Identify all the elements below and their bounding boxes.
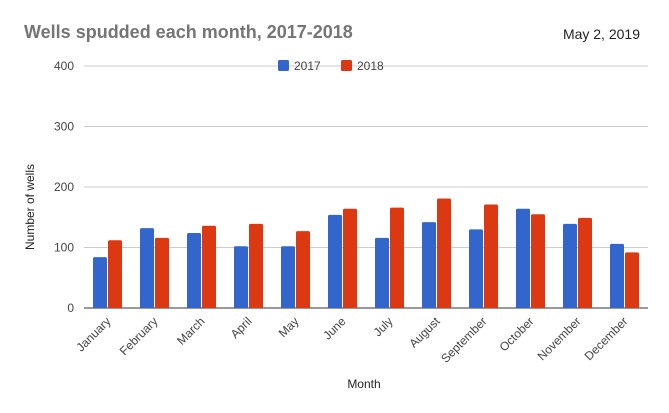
x-tick-label: April [228, 314, 255, 341]
bar-2017-august [422, 222, 436, 308]
legend-label-2018: 2018 [357, 59, 384, 73]
x-tick-label: October [497, 314, 537, 354]
x-tick-label: May [276, 314, 302, 340]
bar-2018-april [249, 223, 263, 308]
bar-2018-march [202, 225, 216, 308]
bar-2017-september [469, 229, 483, 308]
y-tick-label: 0 [67, 301, 74, 315]
bar-2017-may [281, 246, 295, 308]
bar-2017-january [93, 257, 107, 308]
x-axis-label: Month [347, 377, 380, 391]
bar-2017-june [328, 214, 342, 308]
bar-2018-february [155, 237, 169, 308]
bar-2018-october [531, 214, 545, 308]
x-tick-label: August [406, 314, 443, 351]
x-tick-label: September [438, 314, 489, 365]
chart-title: Wells spudded each month, 2017-2018 [24, 22, 353, 42]
y-tick-label: 400 [54, 59, 74, 73]
y-tick-label: 100 [54, 241, 74, 255]
bar-2017-february [140, 228, 154, 308]
bar-2017-october [516, 208, 530, 308]
x-tick-label: July [371, 314, 396, 339]
chart-date: May 2, 2019 [562, 26, 640, 42]
bar-2018-may [296, 231, 310, 308]
legend: 2017 2018 [278, 59, 384, 73]
x-tick-label: January [74, 314, 114, 354]
bar-2018-september [484, 204, 498, 308]
x-tick-label: February [117, 314, 161, 358]
bars [93, 198, 639, 308]
y-axis-label: Number of wells [23, 164, 37, 250]
bar-2017-december [610, 243, 624, 308]
legend-swatch-2018 [341, 60, 352, 71]
bar-2017-april [234, 246, 248, 308]
bar-2017-november [563, 223, 577, 308]
legend-swatch-2017 [278, 60, 289, 71]
legend-label-2017: 2017 [294, 59, 321, 73]
bar-2018-january [108, 240, 122, 308]
y-axis-ticks: 0 100 200 300 400 [54, 59, 74, 315]
bar-2018-july [390, 207, 404, 308]
bar-2017-july [375, 237, 389, 308]
x-axis-ticks: January February March April May June July Augu… [74, 314, 631, 366]
bar-2018-june [343, 208, 357, 308]
x-tick-label: March [174, 314, 207, 347]
y-tick-label: 300 [54, 120, 74, 134]
x-tick-label: December [582, 314, 631, 363]
bar-2018-november [578, 217, 592, 308]
y-tick-label: 200 [54, 180, 74, 194]
gridlines [84, 65, 648, 309]
bar-2018-august [437, 198, 451, 308]
bar-2018-december [625, 252, 639, 308]
x-tick-label: June [320, 314, 349, 343]
bar-2017-march [187, 232, 201, 308]
x-tick-label: November [535, 314, 584, 363]
